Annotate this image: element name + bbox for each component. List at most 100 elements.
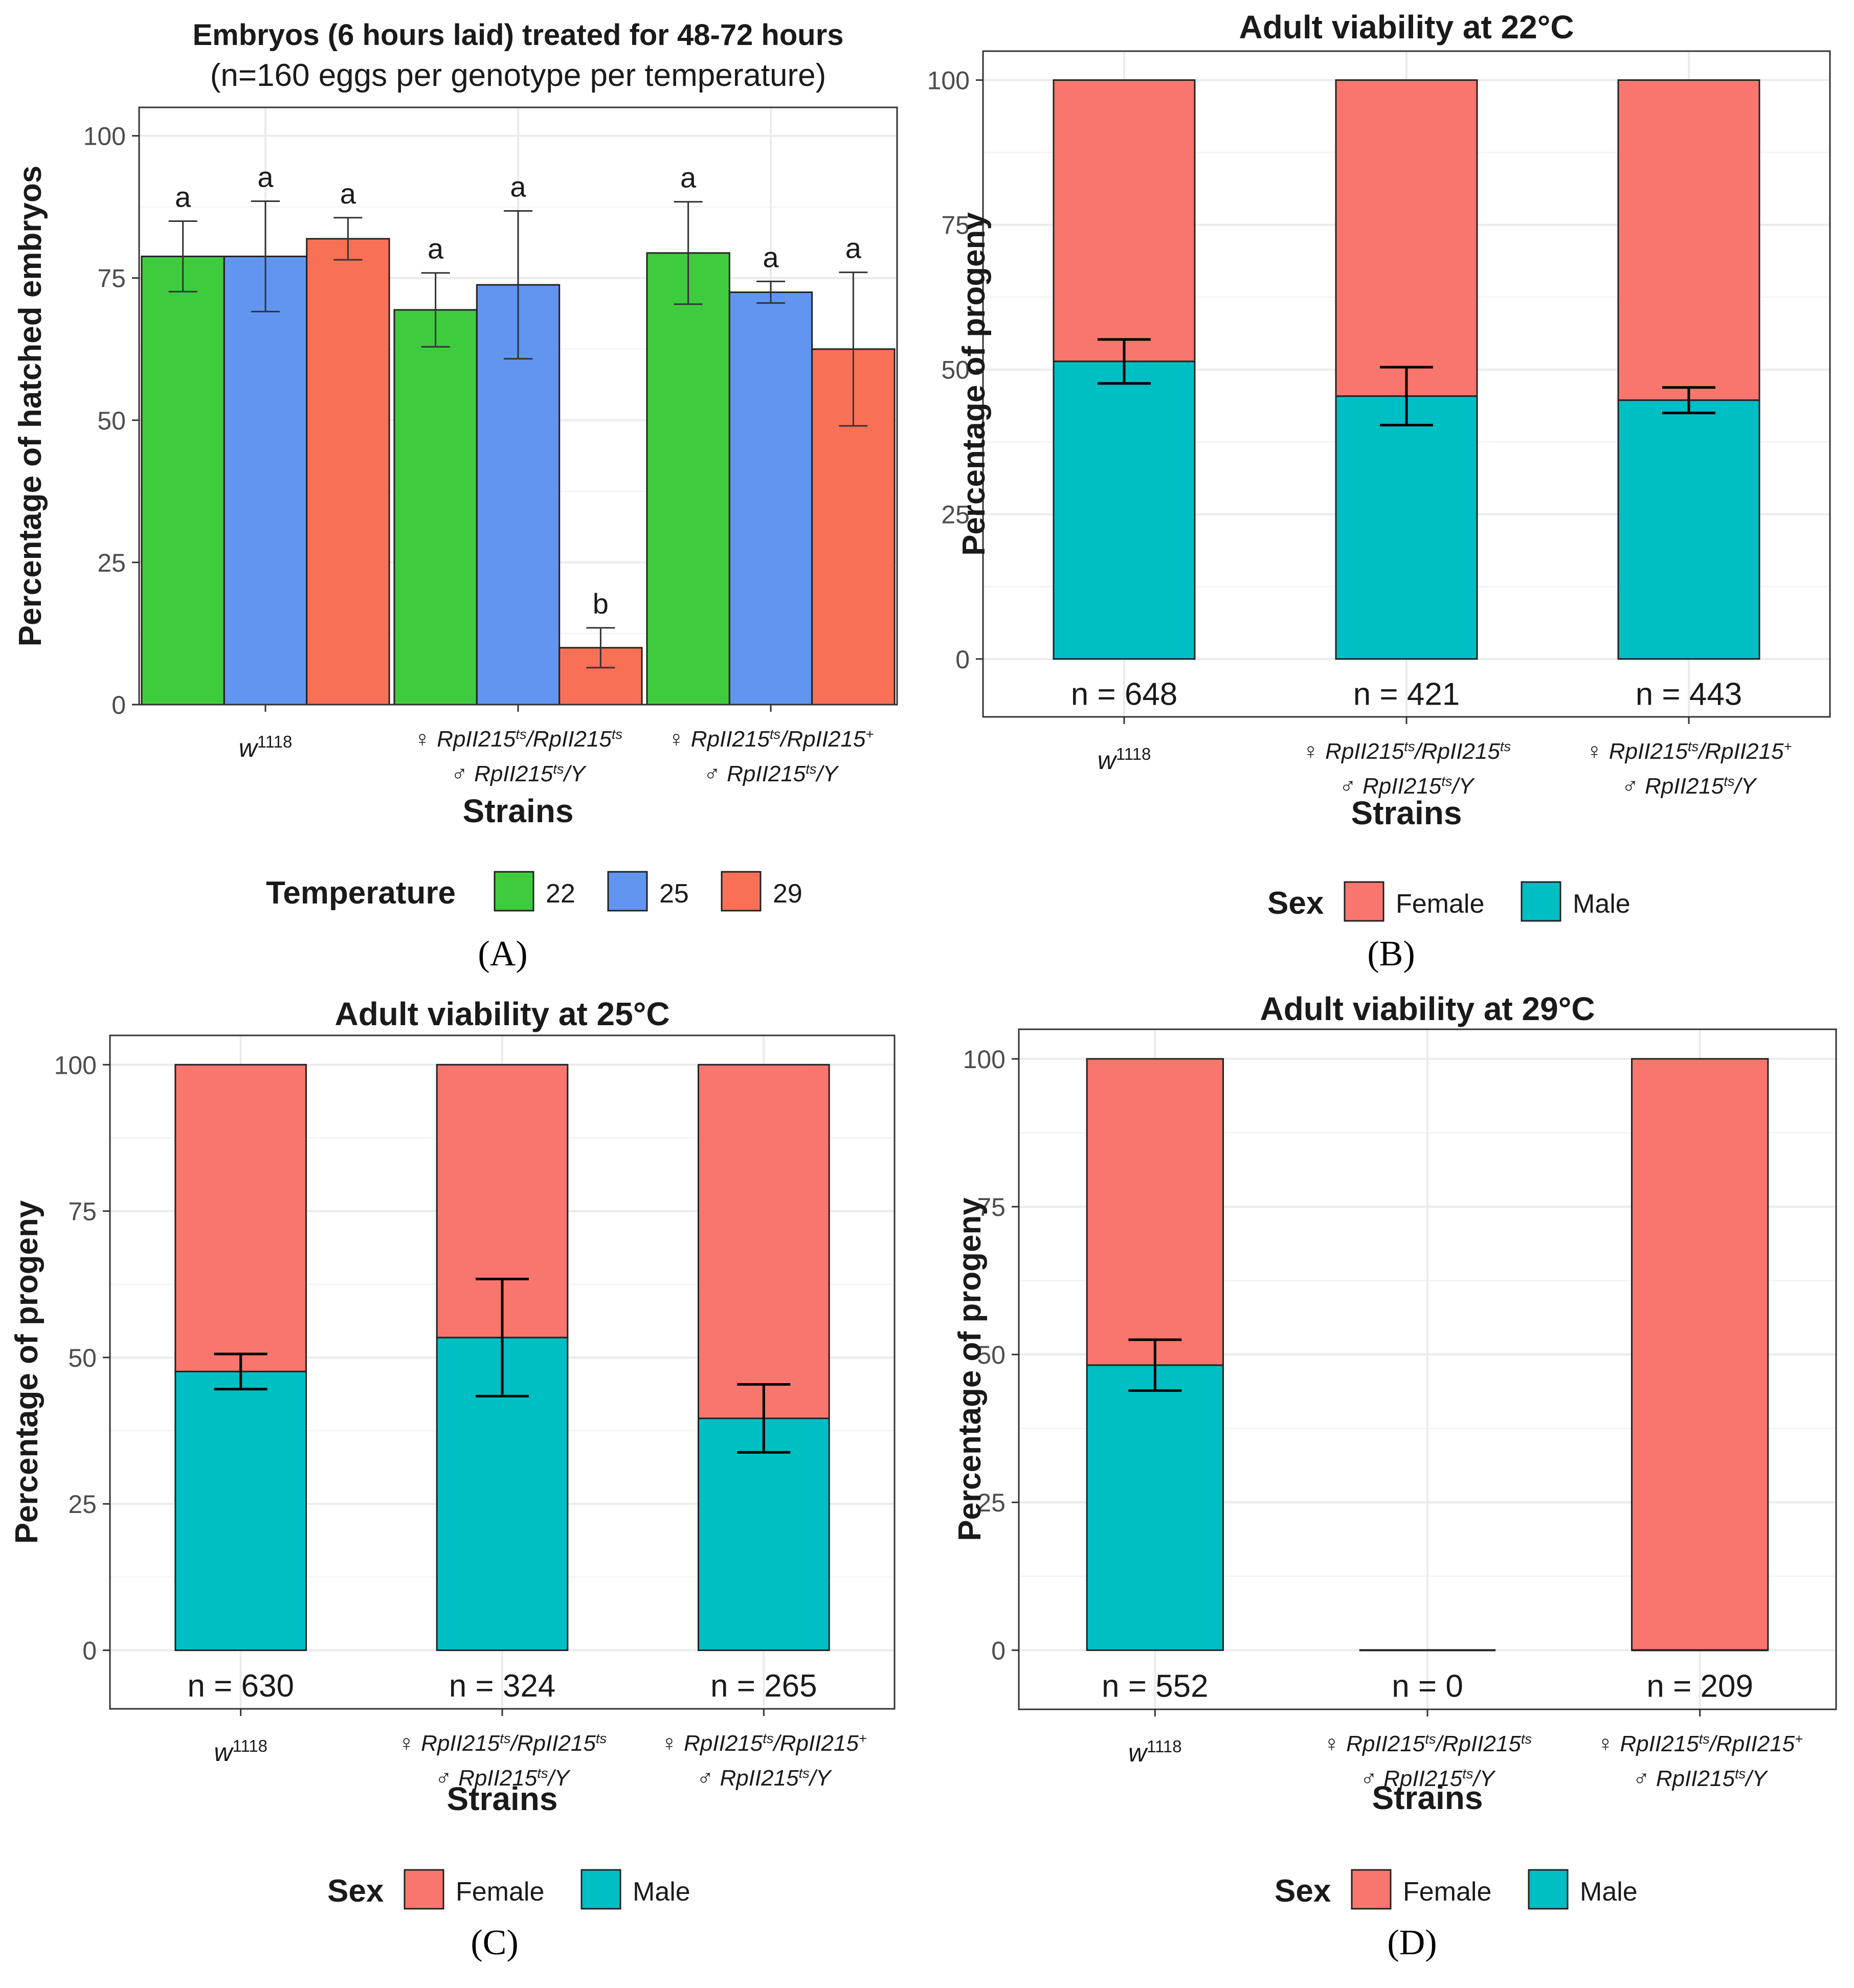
label-part: /RpII215 bbox=[525, 727, 612, 752]
bar-male bbox=[1086, 1364, 1224, 1651]
category-label-0: w1118 bbox=[239, 732, 293, 763]
label-part: /RpII215 bbox=[772, 1731, 859, 1756]
superscript: ts bbox=[537, 1765, 548, 1781]
chart-title: Embryos (6 hours laid) treated for 48-72… bbox=[192, 18, 843, 52]
y-tick-label: 100 bbox=[54, 1051, 97, 1079]
label-part: ♂ RpII215 bbox=[1633, 1766, 1735, 1791]
bar-22 bbox=[646, 252, 730, 706]
y-axis-label: Percentage of progeny bbox=[952, 1198, 988, 1541]
label-part: ♂ RpII215 bbox=[435, 1766, 538, 1791]
legend-title: Sex bbox=[1275, 1873, 1331, 1909]
y-axis-label: Percentage of hatched embryos bbox=[13, 166, 48, 647]
legend: Sex Female Male bbox=[1267, 881, 1630, 922]
legend-swatch-22 bbox=[494, 871, 534, 912]
label-part: /Y bbox=[808, 1766, 832, 1791]
sample-size-label: n = 443 bbox=[1636, 677, 1743, 712]
legend-label: Female bbox=[456, 1877, 544, 1907]
category-label-3: w1118 bbox=[1128, 1737, 1182, 1768]
bar-female bbox=[1617, 79, 1760, 401]
category-label-line2: ♂ RpII215ts/Y bbox=[1360, 1766, 1496, 1792]
category-label-line1: ♀ RpII215ts/RpII215ts bbox=[414, 726, 622, 752]
bar-22 bbox=[393, 309, 478, 706]
superscript: + bbox=[1783, 738, 1792, 754]
superscript: ts bbox=[553, 761, 564, 777]
y-tick-label: 50 bbox=[97, 406, 126, 435]
superscript: ts bbox=[763, 1730, 774, 1746]
label-part: w bbox=[239, 734, 259, 762]
y-tick-label: 75 bbox=[941, 211, 970, 240]
superscript: ts bbox=[1735, 1766, 1746, 1781]
bar-22 bbox=[141, 255, 225, 706]
legend-title: Temperature bbox=[266, 875, 456, 911]
significance-letter: b bbox=[593, 588, 609, 620]
label-part: /Y bbox=[1450, 774, 1475, 799]
bar-female bbox=[1086, 1058, 1224, 1366]
label-part: /Y bbox=[1471, 1766, 1495, 1791]
superscript: 1118 bbox=[257, 732, 293, 751]
bar-25 bbox=[728, 291, 813, 706]
bar-female bbox=[1053, 79, 1196, 363]
legend-label: Male bbox=[633, 1877, 690, 1907]
label-part: /RpII215 bbox=[1414, 739, 1501, 764]
label-part: /Y bbox=[546, 1766, 570, 1791]
category-label-line2: ♂ RpII215ts/Y bbox=[1622, 773, 1757, 799]
legend: Sex Female Male bbox=[1275, 1869, 1638, 1910]
superscript: ts bbox=[516, 726, 527, 742]
bar-female bbox=[174, 1064, 307, 1372]
superscript: ts bbox=[1724, 773, 1735, 789]
legend-swatch-25 bbox=[607, 871, 648, 912]
category-label-line2: ♂ RpII215ts/Y bbox=[451, 761, 587, 787]
x-axis-label: Strains bbox=[1351, 795, 1462, 831]
legend: Sex Female Male bbox=[327, 1869, 690, 1910]
sample-size-label: n = 209 bbox=[1646, 1669, 1753, 1704]
legend-swatch-Male bbox=[1521, 881, 1561, 922]
superscript: ts bbox=[1500, 738, 1511, 754]
bar-male bbox=[1335, 395, 1478, 660]
category-label-line1: ♀ RpII215ts/RpII215+ bbox=[668, 726, 874, 752]
superscript: + bbox=[865, 726, 874, 742]
label-part: ♀ RpII215 bbox=[1323, 1731, 1425, 1756]
superscript: ts bbox=[596, 1730, 607, 1746]
sample-size-label: n = 324 bbox=[449, 1668, 556, 1704]
bar-25 bbox=[223, 255, 308, 706]
legend-label: Male bbox=[1580, 1877, 1638, 1907]
chart-panel-a: Embryos (6 hours laid) treated for 48-72… bbox=[13, 18, 898, 974]
x-axis-label: Strains bbox=[1372, 1779, 1483, 1816]
y-tick-label: 25 bbox=[941, 501, 970, 529]
superscript: 1118 bbox=[1116, 744, 1151, 763]
x-axis-label: Strains bbox=[447, 1780, 558, 1817]
label-part: /Y bbox=[1744, 1766, 1768, 1791]
superscript: ts bbox=[1699, 1731, 1710, 1747]
y-axis-label: Percentage of progeny bbox=[9, 1200, 44, 1544]
label-part: /RpII215 bbox=[779, 727, 866, 752]
superscript: + bbox=[859, 1730, 867, 1746]
significance-letter: a bbox=[510, 170, 526, 202]
legend-label: 29 bbox=[773, 879, 802, 909]
label-part: ♀ RpII215 bbox=[398, 1731, 500, 1756]
y-tick-label: 25 bbox=[977, 1488, 1006, 1517]
y-tick-label: 75 bbox=[97, 264, 126, 293]
category-label-line2: ♂ RpII215ts/Y bbox=[435, 1765, 571, 1791]
significance-letter: a bbox=[257, 161, 274, 193]
category-label-1: w1118 bbox=[1098, 744, 1151, 775]
category-label-line1: ♀ RpII215ts/RpII215+ bbox=[1597, 1731, 1803, 1757]
category-label-2: w1118 bbox=[214, 1736, 267, 1767]
label-part: w bbox=[1128, 1738, 1148, 1767]
legend-swatch-Female bbox=[1351, 1869, 1392, 1910]
category-label-line2: ♂ RpII215ts/Y bbox=[697, 1765, 832, 1791]
label-part: ♂ RpII215 bbox=[697, 1766, 799, 1791]
chart-panel-b: Adult viability at 22°C n = 648 n = 421 n =… bbox=[927, 9, 1831, 974]
chart-panel-c: Adult viability at 25°C n = 630 n = 324 n =… bbox=[9, 996, 896, 1962]
label-part: ♀ RpII215 bbox=[1302, 739, 1404, 764]
legend-label: 22 bbox=[546, 879, 575, 909]
label-part: w bbox=[1098, 746, 1118, 775]
significance-letter: a bbox=[763, 241, 779, 273]
legend-title: Sex bbox=[327, 1873, 384, 1909]
label-part: ♀ RpII215 bbox=[1586, 739, 1688, 764]
panel-letter: (B) bbox=[1367, 934, 1415, 974]
panel-letter: (D) bbox=[1387, 1923, 1437, 1962]
significance-letter: a bbox=[845, 232, 862, 264]
label-part: ♂ RpII215 bbox=[1339, 774, 1442, 799]
bar-29 bbox=[306, 238, 390, 706]
